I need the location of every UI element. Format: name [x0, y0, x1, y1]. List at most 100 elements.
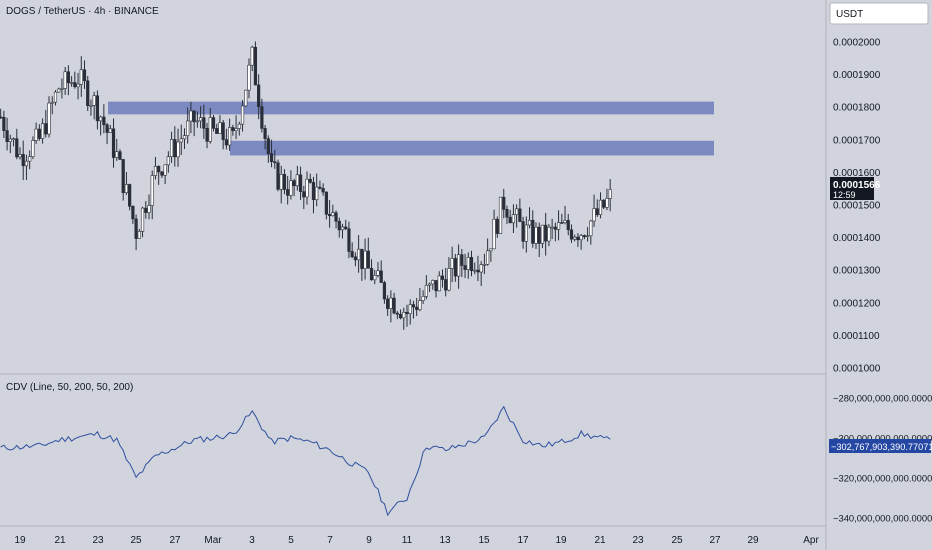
supply-zone[interactable] — [108, 101, 714, 115]
time-tick-label: 17 — [517, 535, 529, 546]
last-price-value: 0.0001566 — [833, 180, 881, 191]
candle-body — [66, 71, 70, 84]
candle-body — [169, 139, 174, 157]
candle-body — [8, 138, 12, 142]
candle-body — [579, 235, 583, 241]
candle-body — [11, 138, 16, 140]
candle-body — [334, 212, 338, 222]
candle-body — [215, 128, 219, 134]
candle-body — [89, 105, 93, 107]
price-axis[interactable]: 0.0002000 0.0001900 0.0001800 0.0001700 0.00… — [833, 38, 881, 375]
candle-body — [50, 101, 54, 104]
currency-button-label: USDT — [836, 9, 863, 20]
candle-body — [450, 258, 454, 269]
price-tick-label: 0.0001100 — [833, 331, 880, 342]
candle-body — [566, 220, 570, 231]
candle-body — [121, 159, 125, 193]
candle-body — [192, 110, 196, 123]
candle-body — [608, 189, 612, 199]
candlestick-series — [0, 41, 612, 330]
time-axis[interactable]: 19 21 23 25 27 Mar 3 5 7 9 11 13 15 17 19 21 23 25 27 29 Apr — [14, 535, 819, 546]
candle-body — [605, 198, 609, 208]
candle-body — [376, 270, 380, 276]
candle-body — [31, 140, 35, 157]
candle-body — [118, 151, 122, 160]
time-tick-label: 13 — [439, 535, 451, 546]
candle-body — [547, 226, 551, 242]
candle-body — [363, 250, 367, 269]
candle-body — [327, 213, 332, 217]
candle-body — [402, 311, 406, 319]
candle-body — [60, 88, 64, 90]
time-tick-label: 23 — [632, 535, 644, 546]
candle-body — [282, 174, 287, 190]
candle-body — [498, 196, 503, 234]
candle-body — [602, 199, 606, 208]
price-tick-label: 0.0001200 — [833, 298, 881, 309]
cdv-series — [0, 405, 611, 517]
candle-body — [347, 228, 351, 252]
candle-body — [415, 306, 419, 310]
candle-body — [240, 105, 245, 125]
candle-body — [589, 220, 593, 237]
candle-body — [298, 174, 303, 192]
candle-body — [453, 258, 457, 277]
time-tick-label: Mar — [204, 535, 222, 546]
candle-body — [469, 257, 474, 271]
time-tick-label: Apr — [803, 535, 819, 546]
candle-body — [102, 116, 106, 126]
candle-body — [37, 128, 41, 139]
price-tick-label: 0.0002000 — [833, 38, 881, 49]
time-tick-label: 27 — [169, 535, 181, 546]
time-tick-label: 15 — [478, 535, 490, 546]
candle-body — [128, 184, 132, 207]
time-tick-label: 27 — [709, 535, 721, 546]
candle-body — [276, 162, 280, 190]
time-tick-label: 7 — [327, 535, 333, 546]
cdv-tick-label: −280,000,000,000.0000000 — [833, 393, 932, 404]
candle-body — [147, 205, 151, 213]
cdv-tick-label: −300,000,000,000.0000000 — [833, 433, 932, 444]
supply-zone[interactable] — [230, 140, 714, 156]
candle-body — [573, 236, 577, 240]
candle-body — [463, 265, 467, 270]
candle-body — [82, 69, 87, 82]
candle-body — [553, 226, 557, 230]
candle-body — [2, 116, 6, 131]
currency-button[interactable]: USDT — [829, 2, 929, 25]
indicator-label: CDV (Line, 50, 200, 50, 200) — [6, 382, 133, 393]
candle-body — [489, 248, 493, 252]
time-tick-label: 19 — [14, 535, 26, 546]
candle-body — [473, 269, 477, 272]
candle-body — [585, 235, 590, 238]
candle-body — [540, 224, 545, 244]
candle-body — [273, 161, 277, 164]
candle-body — [24, 160, 29, 167]
candle-body — [556, 222, 561, 230]
candle-body — [534, 226, 538, 244]
candle-body — [228, 127, 232, 146]
candle-body — [79, 69, 83, 85]
candle-body — [424, 284, 428, 297]
candle-body — [18, 154, 22, 158]
candle-body — [344, 226, 348, 230]
candle-body — [531, 219, 535, 244]
candle-body — [398, 313, 403, 319]
candle-body — [279, 174, 283, 190]
price-tick-label: 0.0001900 — [833, 70, 881, 81]
candle-body — [382, 282, 387, 300]
cdv-axis[interactable]: −280,000,000,000.0000000 −300,000,000,000… — [833, 393, 932, 524]
candle-body — [234, 128, 238, 131]
candle-body — [527, 219, 532, 226]
candle-body — [250, 46, 254, 66]
price-tick-label: 0.0001000 — [833, 364, 881, 375]
candle-body — [57, 88, 61, 93]
candle-body — [269, 153, 274, 162]
candle-body — [99, 116, 103, 122]
candle-body — [563, 220, 567, 223]
chart-title: DOGS / TetherUS · 4h · BINANCE — [6, 6, 159, 17]
candle-body — [263, 128, 267, 139]
candle-body — [44, 123, 48, 135]
